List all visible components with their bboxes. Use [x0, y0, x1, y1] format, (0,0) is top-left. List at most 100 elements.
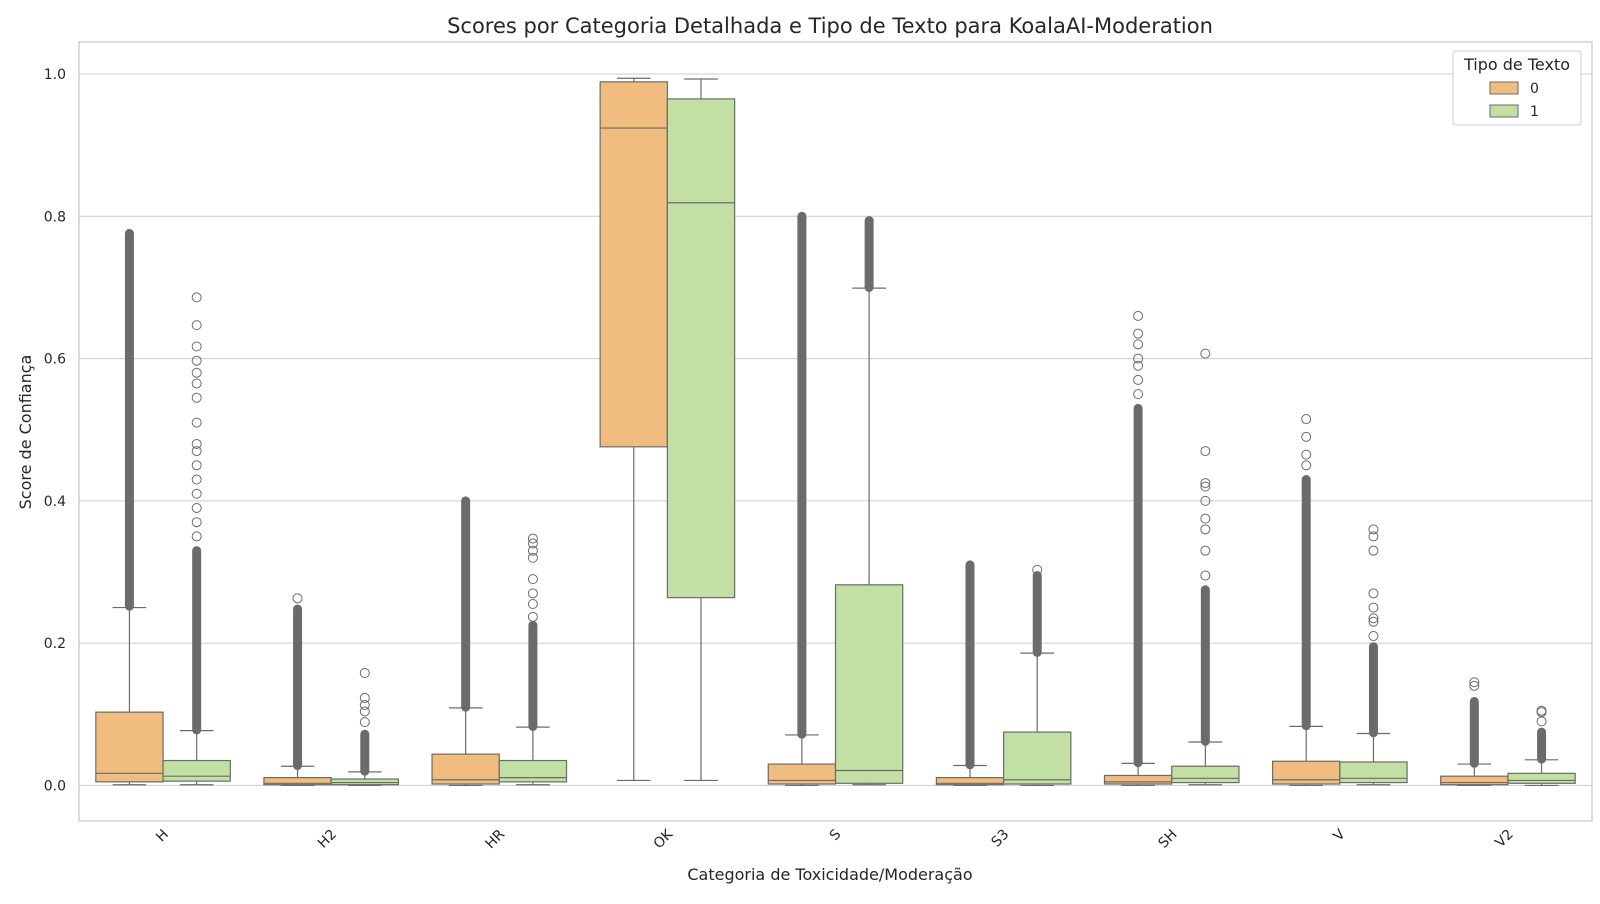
chart-title: Scores por Categoria Detalhada e Tipo de… [447, 14, 1213, 38]
box-body [834, 584, 904, 784]
outliers-dense-band [1469, 696, 1479, 768]
outlier-point [292, 593, 303, 604]
outliers-dense-band [1301, 475, 1311, 731]
outlier-point [1133, 374, 1144, 385]
outlier-point [1368, 602, 1379, 613]
box-S-series-0 [767, 211, 837, 787]
x-axis-label: Categoria de Toxicidade/Moderação [687, 865, 972, 884]
outlier-point [1368, 588, 1379, 599]
outlier-point [1133, 339, 1144, 350]
outlier-point [191, 502, 202, 513]
box-V-series-1 [1339, 524, 1408, 786]
outliers-dense-band [293, 604, 303, 771]
outlier-point [1200, 446, 1211, 457]
outlier-point [191, 355, 202, 366]
outlier-point [527, 538, 538, 549]
outlier-point [1200, 348, 1211, 359]
outlier-point [191, 460, 202, 471]
box-body [498, 759, 568, 783]
legend-swatch-1 [1489, 104, 1519, 118]
outlier-point [1200, 481, 1211, 492]
outlier-point [1301, 460, 1312, 471]
box-body [1440, 775, 1509, 786]
outlier-point [191, 446, 202, 457]
outliers-dense-band [360, 729, 370, 776]
outlier-point [1301, 431, 1312, 442]
box-layer [95, 77, 1576, 787]
outliers-dense-band [1133, 403, 1143, 768]
outlier-point [191, 517, 202, 528]
box-H-series-0 [95, 228, 164, 786]
box-H2-series-1 [330, 668, 400, 787]
outlier-point [527, 588, 538, 599]
outlier-point [1200, 570, 1211, 581]
legend-title: Tipo de Texto [1463, 55, 1570, 74]
outliers-dense-band [1200, 585, 1210, 746]
plot-frame [78, 41, 1593, 822]
box-body [1507, 772, 1576, 784]
box-S3-series-1 [1003, 564, 1072, 787]
legend: Tipo de Texto 0 1 [1452, 50, 1582, 126]
box-body [1003, 731, 1072, 785]
outlier-point [1368, 531, 1379, 542]
outlier-point [191, 438, 202, 449]
outlier-point [1200, 513, 1211, 524]
y-tick-label: 0.2 [44, 636, 66, 652]
outlier-point [359, 668, 370, 679]
y-tick-label: 0.4 [44, 494, 66, 510]
outlier-point [1301, 414, 1312, 425]
y-tick-labels: 0.0 0.2 0.4 0.6 0.8 1.0 [44, 67, 66, 794]
box-S-series-1 [834, 216, 904, 786]
outlier-point [1469, 677, 1480, 688]
outlier-point [1133, 328, 1144, 339]
outlier-point [359, 706, 370, 717]
box-SH-series-1 [1171, 348, 1240, 786]
outlier-point [359, 692, 370, 703]
box-body [1339, 761, 1408, 784]
outliers-dense-band [1032, 571, 1042, 657]
outlier-point [1301, 449, 1312, 460]
outliers-dense-band [864, 216, 874, 292]
outlier-point [191, 320, 202, 331]
outlier-point [1368, 524, 1379, 535]
outliers-dense-band [461, 496, 471, 712]
y-axis-label: Score de Confiança [16, 355, 35, 510]
outlier-point [1133, 310, 1144, 321]
outlier-point [191, 341, 202, 352]
outlier-point [359, 700, 370, 711]
box-OK-series-1 [666, 78, 736, 782]
outlier-point [1133, 353, 1144, 364]
outlier-point [527, 545, 538, 556]
outlier-point [1536, 705, 1547, 716]
box-body [666, 98, 736, 599]
outlier-point [191, 367, 202, 378]
outlier-point [1200, 495, 1211, 506]
legend-label-0: 0 [1530, 81, 1539, 97]
outliers-dense-band [1368, 642, 1378, 738]
outlier-point [527, 574, 538, 585]
box-H2-series-0 [263, 593, 332, 787]
outlier-point [191, 474, 202, 485]
legend-swatch-0 [1489, 81, 1519, 95]
box-body [431, 753, 500, 785]
outliers-dense-band [797, 211, 807, 739]
outliers-dense-band [192, 546, 202, 735]
outlier-point [1368, 631, 1379, 642]
outlier-point [527, 552, 538, 563]
outlier-point [1133, 360, 1144, 371]
outlier-point [1200, 478, 1211, 489]
outlier-point [527, 533, 538, 544]
outlier-point [1032, 564, 1043, 575]
box-body [1271, 760, 1341, 785]
y-tick-label: 0.6 [44, 352, 66, 368]
outlier-point [191, 488, 202, 499]
box-OK-series-0 [599, 77, 668, 782]
box-V2-series-0 [1440, 677, 1509, 787]
outlier-point [1200, 545, 1211, 556]
outlier-point [359, 717, 370, 728]
outlier-point [191, 417, 202, 428]
outlier-point [191, 292, 202, 303]
outliers-dense-band [124, 228, 134, 611]
box-V2-series-1 [1507, 705, 1576, 787]
